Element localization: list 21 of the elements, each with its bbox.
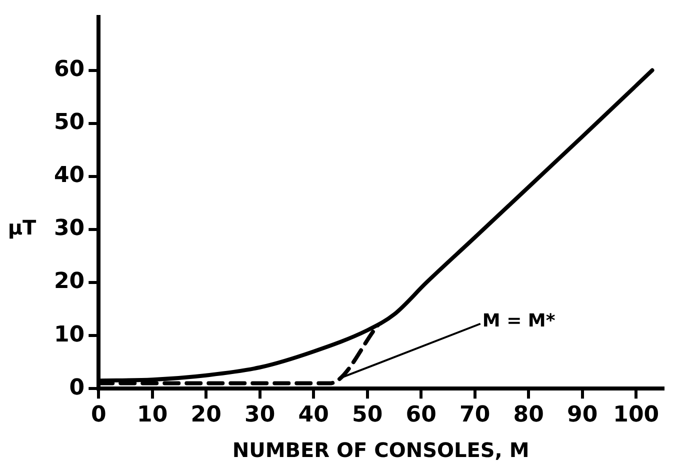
x-tick-label: 80 xyxy=(513,402,544,428)
x-tick-label: 30 xyxy=(244,402,276,428)
x-tick-label: 20 xyxy=(190,402,222,428)
x-tick-label: 50 xyxy=(352,402,383,428)
y-tick-label: 10 xyxy=(54,322,85,348)
y-tick-label: 50 xyxy=(54,110,85,136)
x-axis-title: NUMBER OF CONSOLES, M xyxy=(232,438,530,462)
x-tick-label: 70 xyxy=(460,402,490,428)
y-tick-label: 20 xyxy=(54,269,85,294)
y-tick-label: 0 xyxy=(69,375,85,400)
y-tick-label: 60 xyxy=(54,56,85,82)
x-tick-label: 100 xyxy=(613,402,660,428)
y-axis-title: μT xyxy=(8,216,37,240)
annotation: M = M* xyxy=(482,310,556,332)
x-tick-label: 90 xyxy=(567,402,598,428)
y-tick-label: 30 xyxy=(54,216,85,242)
x-tick-label: 60 xyxy=(406,402,436,428)
y-tick-label: 40 xyxy=(54,163,85,188)
x-tick-label: 40 xyxy=(298,402,329,428)
x-tick-label: 10 xyxy=(137,402,168,428)
x-tick-label: 0 xyxy=(90,402,106,428)
